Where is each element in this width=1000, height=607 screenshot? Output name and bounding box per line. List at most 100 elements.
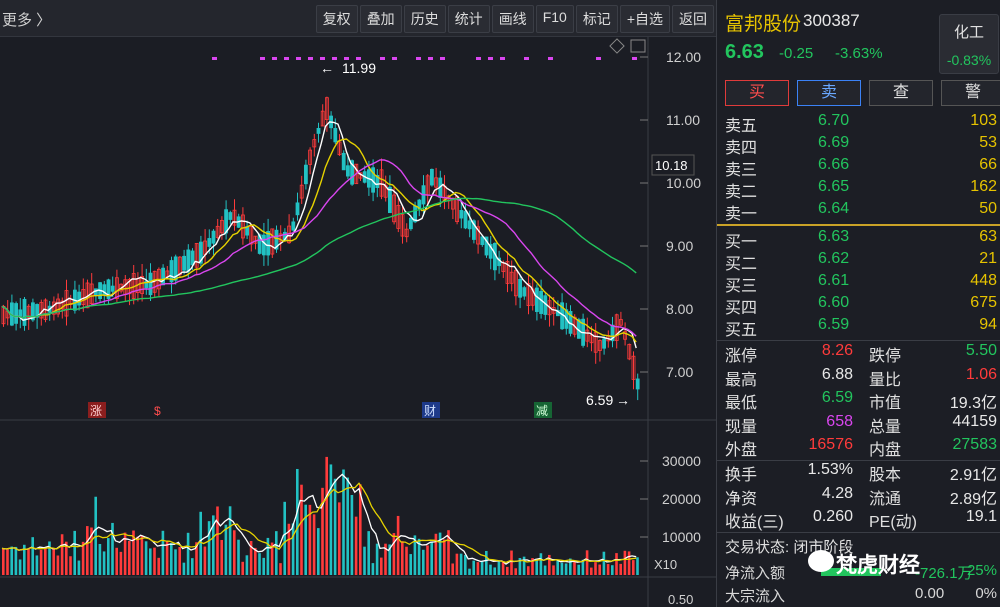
candle-body: [60, 300, 65, 310]
candle-body: [186, 249, 191, 272]
volume-tick-label: 30000: [662, 453, 701, 469]
volume-bar: [161, 530, 165, 575]
volume-bar: [94, 496, 97, 575]
volume-bar: [501, 560, 505, 575]
candle-body: [18, 309, 23, 317]
candle-body: [505, 261, 510, 284]
volume-bar: [359, 484, 362, 575]
candle-body: [266, 231, 271, 256]
candle-body: [270, 228, 275, 255]
event-tag-limit-up[interactable]: [88, 402, 106, 418]
ma60-line: [1, 197, 637, 319]
candle-body: [476, 226, 481, 245]
chart-toolbar: 更多 〉 复权 叠加 历史 统计 画线 F10 标记 +自选 返回: [0, 0, 716, 37]
add-watchlist-button[interactable]: +自选: [619, 5, 670, 33]
f10-button[interactable]: F10: [535, 5, 574, 33]
price-tick-label: 10.00: [666, 175, 701, 191]
history-button[interactable]: 历史: [403, 5, 446, 33]
back-button[interactable]: 返回: [672, 5, 714, 33]
buy-button[interactable]: 买: [725, 80, 789, 106]
signal-dot: [332, 57, 337, 60]
draw-line-button[interactable]: 画线: [491, 5, 534, 33]
ma10-line: [1, 138, 637, 343]
query-button[interactable]: 查: [869, 80, 933, 106]
volume-bar: [451, 563, 454, 575]
volume-bar: [291, 523, 295, 575]
price-tick-label: 11.00: [666, 112, 700, 128]
event-tag-finance[interactable]: [422, 402, 440, 418]
volume-bar: [510, 550, 513, 575]
bid-row: 买三 6.61 448: [725, 272, 997, 295]
volume-bar: [56, 555, 60, 575]
bottom-axis-tick: 0.50: [668, 592, 693, 607]
candle-body: [56, 298, 60, 315]
volume-bar: [632, 560, 635, 575]
volume-bar: [237, 539, 240, 575]
candle-body: [379, 169, 384, 197]
volume-bar: [39, 549, 43, 575]
volume-bar: [426, 545, 429, 575]
mark-button[interactable]: 标记: [575, 5, 618, 33]
volume-bar: [317, 528, 320, 575]
volume-bar: [224, 524, 228, 575]
divider: [717, 460, 1000, 461]
signal-dot: [632, 57, 637, 60]
alert-button[interactable]: 警: [941, 80, 1000, 106]
volume-bar: [346, 477, 349, 575]
diamond-icon[interactable]: [609, 38, 625, 54]
kline-chart[interactable]: 12.00 11.00 10.00 9.00 8.00 7.00 30000 20000 10…: [0, 37, 716, 607]
volume-bar: [338, 502, 341, 575]
volume-bar: [241, 561, 244, 575]
bid-row: 买二 6.62 21: [725, 250, 997, 273]
volume-bar: [350, 494, 354, 575]
sell-button[interactable]: 卖: [797, 80, 861, 106]
volume-bar: [212, 515, 215, 575]
volume-bar: [459, 553, 463, 575]
candle-body: [173, 256, 178, 281]
volume-bar: [203, 546, 207, 575]
candle-body: [585, 329, 590, 342]
candle-body: [522, 287, 527, 297]
ask-row: 卖四 6.69 53: [725, 134, 997, 157]
volume-bar: [157, 557, 160, 575]
volume-bar: [581, 559, 585, 575]
watermark: 梵虎财经: [836, 554, 920, 577]
candle-body: [434, 177, 439, 188]
volume-tick-label: 10000: [662, 529, 701, 545]
candle-body: [623, 331, 627, 340]
stock-name: 富邦股份: [725, 14, 802, 35]
restore-rights-button[interactable]: 复权: [315, 5, 358, 33]
panel-toggle-icon[interactable]: [630, 39, 646, 53]
volume-bar: [342, 469, 345, 575]
candle-body: [408, 217, 413, 230]
high-label: 11.99: [342, 60, 376, 76]
statistics-button[interactable]: 统计: [447, 5, 490, 33]
event-tag-reduce[interactable]: [534, 402, 552, 418]
candle-body: [144, 280, 149, 289]
volume-bar: [245, 555, 249, 575]
signal-dot: [212, 57, 217, 60]
candle-body: [228, 212, 233, 220]
signal-dot: [476, 57, 481, 60]
candle-body: [631, 355, 636, 380]
volume-bar: [552, 565, 555, 575]
volume-bar: [531, 558, 534, 575]
volume-bar: [321, 487, 324, 575]
volume-bar: [489, 564, 492, 575]
volume-bar: [107, 538, 110, 575]
candle-body: [148, 272, 153, 296]
order-book-divider: [717, 224, 1000, 226]
sector-box[interactable]: 化工 -0.83%: [939, 14, 999, 74]
volume-bar: [518, 558, 522, 575]
volume-bar: [249, 540, 253, 575]
more-menu[interactable]: 更多 〉: [2, 12, 52, 29]
overlay-button[interactable]: 叠加: [359, 5, 402, 33]
event-tag-dollar: $: [154, 404, 161, 418]
candle-body: [1, 305, 6, 325]
candle-body: [404, 228, 409, 238]
candle-body: [169, 260, 174, 283]
volume-bar: [191, 558, 194, 575]
volume-bar: [602, 551, 606, 575]
signal-dot: [392, 57, 397, 60]
candle-body: [182, 255, 187, 271]
